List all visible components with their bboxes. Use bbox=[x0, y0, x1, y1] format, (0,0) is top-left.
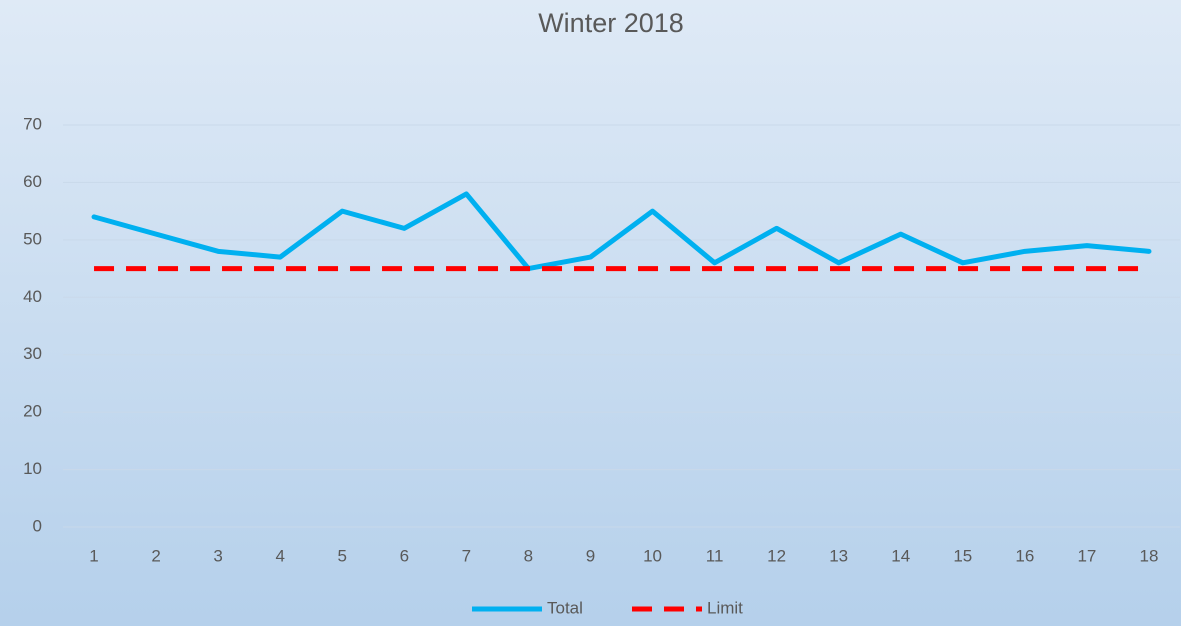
x-tick-label: 12 bbox=[767, 546, 786, 565]
x-tick-label: 13 bbox=[829, 546, 848, 565]
chart-title: Winter 2018 bbox=[538, 8, 684, 38]
x-tick-label: 3 bbox=[213, 546, 222, 565]
x-tick-label: 1 bbox=[89, 546, 98, 565]
x-tick-label: 14 bbox=[891, 546, 910, 565]
series-line bbox=[91, 191, 1152, 272]
x-tick-label: 16 bbox=[1015, 546, 1034, 565]
x-tick-label: 2 bbox=[151, 546, 160, 565]
y-tick-label: 10 bbox=[23, 459, 42, 478]
y-tick-label: 70 bbox=[23, 114, 42, 133]
x-tick-label: 6 bbox=[400, 546, 409, 565]
y-tick-label: 30 bbox=[23, 344, 42, 363]
y-tick-label: 20 bbox=[23, 402, 42, 421]
x-tick-label: 7 bbox=[462, 546, 471, 565]
x-tick-label: 17 bbox=[1077, 546, 1096, 565]
x-tick-label: 8 bbox=[524, 546, 533, 565]
x-tick-label: 10 bbox=[643, 546, 662, 565]
x-tick-label: 4 bbox=[275, 546, 284, 565]
x-tick-label: 18 bbox=[1140, 546, 1159, 565]
y-tick-label: 60 bbox=[23, 172, 42, 191]
x-tick-label: 15 bbox=[953, 546, 972, 565]
y-tick-label: 0 bbox=[33, 516, 42, 535]
y-tick-label: 40 bbox=[23, 287, 42, 306]
legend-label: Total bbox=[547, 598, 583, 617]
legend-label: Limit bbox=[707, 598, 743, 617]
x-tick-label: 5 bbox=[338, 546, 347, 565]
x-tick-label: 9 bbox=[586, 546, 595, 565]
y-tick-label: 50 bbox=[23, 229, 42, 248]
x-tick-label: 11 bbox=[706, 546, 724, 565]
